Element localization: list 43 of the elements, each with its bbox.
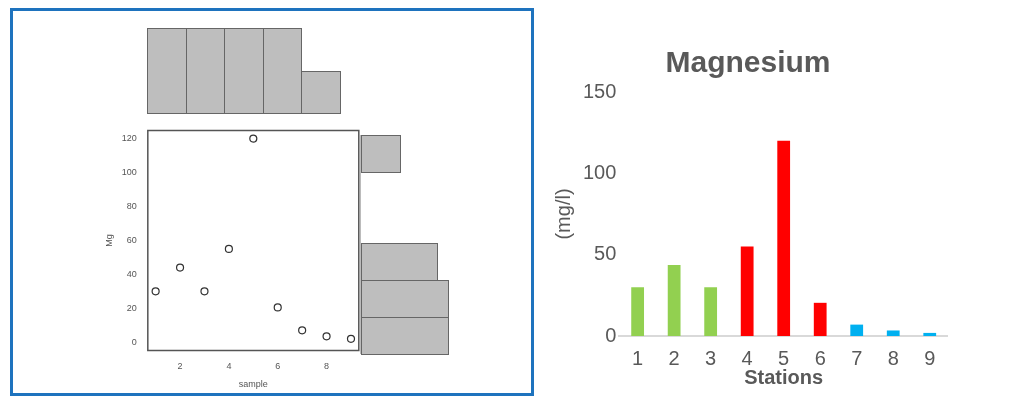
y-tick-label: 0 [605,323,617,346]
bar [813,302,827,336]
y-tick-label: 0 [131,336,137,347]
x-tick-label: 8 [887,346,899,369]
y-tick-label: 80 [126,200,137,211]
bar [740,246,754,336]
y-tick-label: 100 [121,166,137,177]
bar [667,265,681,336]
bar [631,287,645,336]
point [346,334,356,343]
y-axis-title: Mg [103,234,114,247]
point [273,303,282,312]
x-tick-label: 1 [632,346,644,369]
x-tick-label: 2 [668,346,680,369]
x-tick-label: 8 [324,361,330,372]
point [200,287,209,296]
point [224,244,233,253]
bar [777,140,791,336]
y-tick-label: 40 [126,268,137,279]
y-tick-label: 120 [121,133,137,144]
point [175,263,185,272]
x-tick-label: 9 [924,346,936,369]
x-axis-title: sample [238,379,268,390]
y-tick-label: 150 [582,79,617,102]
y-tick-label: 100 [582,160,617,183]
y-tick-label: 60 [126,234,137,245]
bar [923,332,937,336]
x-tick-label: 6 [275,361,281,372]
point [249,134,258,143]
x-tick-label: 7 [851,346,863,369]
x-tick-label: 3 [705,346,717,369]
point [298,326,307,335]
point [322,332,331,341]
bar [850,324,864,336]
x-tick-label: 2 [177,361,183,372]
chart-title: Magnesium [665,45,831,79]
x-tick-label: 4 [226,361,232,372]
y-tick-label: 50 [594,242,617,265]
y-axis-title: (mg/l) [551,188,574,240]
bar [886,330,900,336]
point [151,287,160,296]
bar [704,287,718,336]
y-tick-label: 20 [126,302,137,313]
